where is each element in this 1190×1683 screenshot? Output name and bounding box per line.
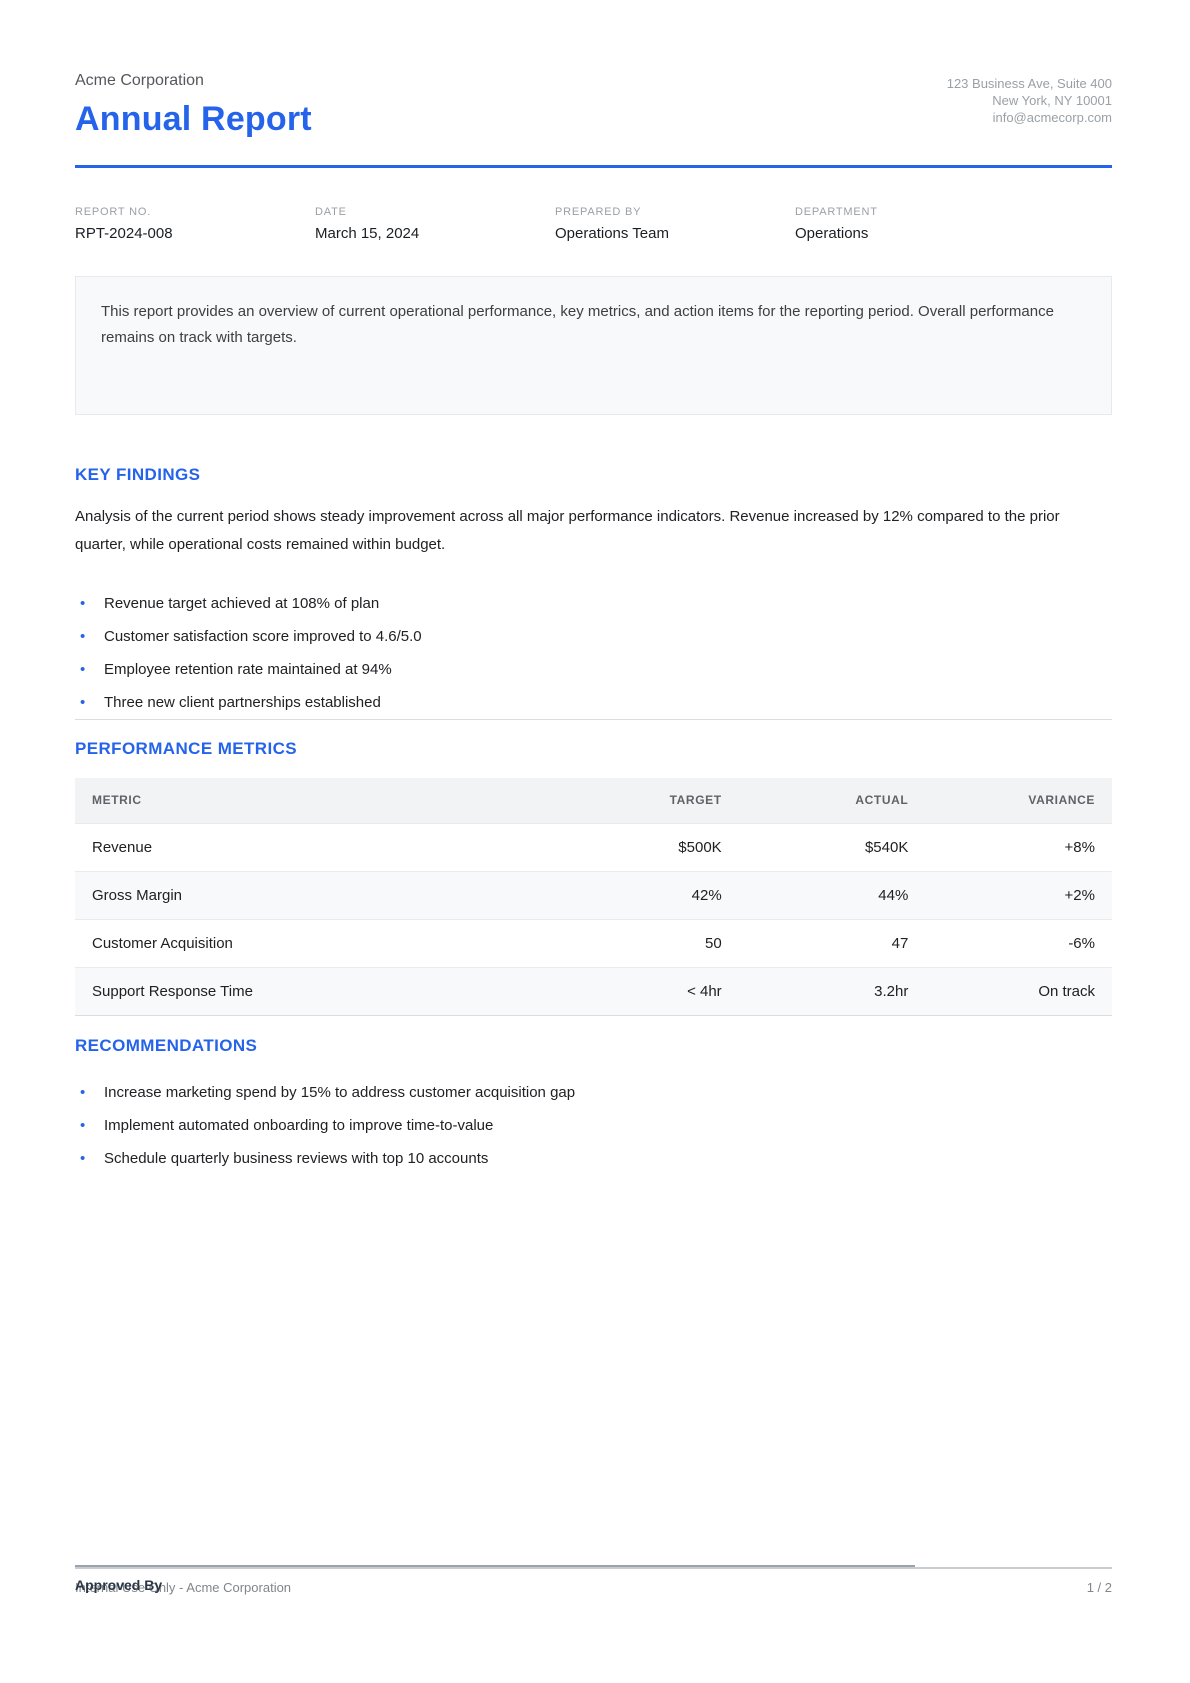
table-row: Gross Margin 42% 44% +2% <box>75 870 1112 919</box>
meta-label: REPORT NO. <box>75 206 152 218</box>
section-heading-recommendations: RECOMMENDATIONS <box>75 1036 258 1055</box>
company-name: Acme Corporation <box>75 72 204 89</box>
cell-variance: On track <box>925 966 1112 1015</box>
cell-metric: Customer Acquisition <box>75 918 553 967</box>
meta-department: DEPARTMENT Operations <box>795 206 1035 242</box>
page-title: Annual Report <box>75 100 312 138</box>
address-line: New York, NY 10001 <box>992 93 1112 108</box>
cell-actual: $540K <box>738 822 926 871</box>
cell-target: < 4hr <box>552 966 739 1015</box>
section-divider <box>75 1015 1112 1016</box>
meta-date: DATE March 15, 2024 <box>315 206 555 242</box>
cell-actual: 44% <box>738 870 926 919</box>
key-findings-paragraph: Analysis of the current period shows ste… <box>75 508 1060 553</box>
meta-label: DATE <box>315 206 347 218</box>
list-item: Schedule quarterly business reviews with… <box>75 1142 1112 1175</box>
table-row: Support Response Time < 4hr 3.2hr On tra… <box>75 966 1112 1015</box>
report-meta-row: REPORT NO. RPT-2024-008 DATE March 15, 2… <box>75 206 1112 242</box>
meta-prepared-by: PREPARED BY Operations Team <box>555 206 795 242</box>
accent-rule <box>75 165 1112 168</box>
summary-box: This report provides an overview of curr… <box>75 276 1112 415</box>
list-item: Increase marketing spend by 15% to addre… <box>75 1076 1112 1109</box>
table-header-row: METRIC TARGET ACTUAL VARIANCE <box>75 778 1112 823</box>
meta-report-no: REPORT NO. RPT-2024-008 <box>75 206 315 242</box>
column-header-actual: ACTUAL <box>738 778 926 823</box>
meta-value: March 15, 2024 <box>315 225 420 242</box>
cell-actual: 3.2hr <box>738 966 926 1015</box>
meta-label: DEPARTMENT <box>795 206 878 218</box>
cell-target: $500K <box>552 822 739 871</box>
column-header-metric: METRIC <box>75 778 553 823</box>
column-header-target: TARGET <box>552 778 739 823</box>
cell-target: 50 <box>552 918 739 967</box>
page-footer: Internal Use Only - Acme Corporation 1 /… <box>75 1567 1112 1595</box>
section-divider <box>75 719 1112 720</box>
report-page: Acme Corporation Annual Report 123 Busin… <box>0 0 1190 1175</box>
performance-metrics-table: METRIC TARGET ACTUAL VARIANCE Revenue $5… <box>75 778 1112 1015</box>
meta-label: PREPARED BY <box>555 206 642 218</box>
meta-value: Operations Team <box>555 225 669 242</box>
cell-metric: Gross Margin <box>75 870 553 919</box>
section-heading-key-findings: KEY FINDINGS <box>75 465 201 484</box>
list-item: Customer satisfaction score improved to … <box>75 620 1112 653</box>
list-item: Implement automated onboarding to improv… <box>75 1109 1112 1142</box>
company-address: 123 Business Ave, Suite 400 New York, NY… <box>947 75 1112 126</box>
cell-actual: 47 <box>738 918 926 967</box>
cell-target: 42% <box>552 870 739 919</box>
report-header: Acme Corporation Annual Report 123 Busin… <box>75 0 1112 168</box>
list-item: Revenue target achieved at 108% of plan <box>75 587 1112 620</box>
cell-metric: Revenue <box>75 822 553 871</box>
cell-metric: Support Response Time <box>75 966 553 1015</box>
column-header-variance: VARIANCE <box>925 778 1112 823</box>
page-number: 1 / 2 <box>1086 1580 1112 1595</box>
address-line: 123 Business Ave, Suite 400 <box>946 76 1112 91</box>
key-findings-list: Revenue target achieved at 108% of plan … <box>75 587 1112 719</box>
cell-variance: +2% <box>925 870 1112 919</box>
approved-by-label: Approved By <box>75 1577 163 1593</box>
cell-variance: -6% <box>925 918 1112 967</box>
cell-variance: +8% <box>925 822 1112 871</box>
signature-block: Approved By <box>75 1565 915 1593</box>
section-heading-performance-metrics: PERFORMANCE METRICS <box>75 739 297 758</box>
address-email: info@acmecorp.com <box>992 110 1112 125</box>
summary-text: This report provides an overview of curr… <box>101 303 1054 346</box>
list-item: Employee retention rate maintained at 94… <box>75 653 1112 686</box>
meta-value: RPT-2024-008 <box>75 225 173 242</box>
recommendations-list: Increase marketing spend by 15% to addre… <box>75 1076 1112 1175</box>
table-row: Revenue $500K $540K +8% <box>75 822 1112 871</box>
list-item: Three new client partnerships establishe… <box>75 686 1112 719</box>
table-row: Customer Acquisition 50 47 -6% <box>75 918 1112 967</box>
meta-value: Operations <box>795 225 869 242</box>
footer-confidentiality-text: Internal Use Only - Acme Corporation <box>75 1580 292 1595</box>
